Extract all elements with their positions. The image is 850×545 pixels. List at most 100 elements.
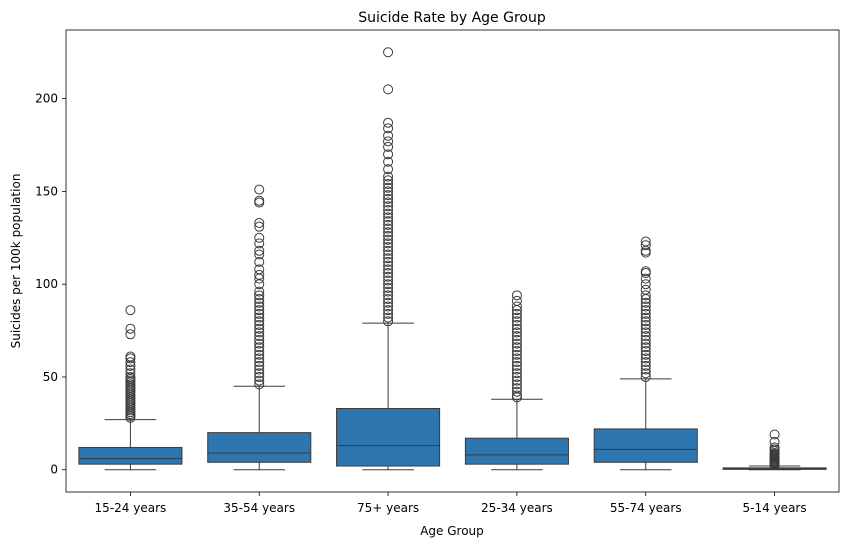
outlier-point bbox=[640, 368, 651, 379]
outlier-point bbox=[640, 349, 651, 360]
outlier-point bbox=[511, 308, 522, 319]
outlier-point bbox=[511, 360, 522, 371]
outlier-point bbox=[640, 279, 651, 290]
outlier-point bbox=[640, 284, 651, 295]
outlier-point bbox=[383, 190, 394, 201]
outlier-point bbox=[383, 275, 394, 286]
outlier-point bbox=[254, 379, 265, 390]
outlier-point bbox=[383, 182, 394, 193]
outlier-point bbox=[254, 331, 265, 342]
outlier-point bbox=[383, 117, 394, 128]
outlier-point bbox=[640, 312, 651, 323]
outlier-point bbox=[383, 179, 394, 189]
outlier-point bbox=[640, 301, 651, 312]
outlier-point bbox=[511, 349, 522, 360]
y-tick-label: 0 bbox=[50, 463, 58, 477]
boxes-layer bbox=[78, 47, 827, 471]
x-tick-label: 25-34 years bbox=[481, 501, 553, 515]
outlier-point bbox=[383, 256, 394, 267]
outlier-point bbox=[640, 327, 651, 338]
outlier-point bbox=[383, 156, 394, 167]
outlier-point bbox=[640, 345, 651, 356]
outlier-point bbox=[511, 331, 522, 342]
outlier-point bbox=[383, 193, 394, 204]
box-group bbox=[336, 47, 441, 471]
outlier-point bbox=[254, 232, 265, 243]
outlier-point bbox=[254, 297, 265, 308]
outlier-point bbox=[254, 349, 265, 360]
outlier-point bbox=[383, 84, 394, 95]
outlier-point bbox=[640, 364, 651, 375]
y-axis-label: Suicides per 100k population bbox=[9, 174, 23, 349]
outlier-point bbox=[254, 320, 265, 331]
outlier-point bbox=[254, 217, 265, 228]
outlier-point bbox=[383, 186, 394, 197]
outlier-point bbox=[383, 171, 394, 182]
outlier-point bbox=[383, 290, 394, 301]
outlier-point bbox=[640, 320, 651, 331]
outlier-point bbox=[640, 297, 651, 308]
outlier-point bbox=[254, 342, 265, 353]
outlier-point bbox=[640, 245, 651, 256]
outlier-point bbox=[383, 149, 394, 160]
outlier-point bbox=[383, 212, 394, 223]
outlier-point bbox=[383, 308, 394, 319]
outlier-point bbox=[511, 390, 522, 401]
outlier-point bbox=[511, 342, 522, 353]
outlier-point bbox=[254, 312, 265, 323]
outlier-point bbox=[383, 230, 394, 241]
outlier-point bbox=[511, 295, 522, 306]
outlier-point bbox=[254, 334, 265, 345]
outlier-point bbox=[383, 286, 394, 297]
box-iqr bbox=[207, 432, 312, 463]
outlier-point bbox=[254, 195, 265, 206]
outlier-point bbox=[511, 327, 522, 338]
outlier-point bbox=[511, 316, 522, 327]
outlier-point bbox=[383, 227, 394, 238]
y-tick-label: 50 bbox=[43, 370, 58, 384]
outlier-point bbox=[640, 323, 651, 334]
outlier-point bbox=[511, 386, 522, 397]
outlier-point bbox=[254, 308, 265, 319]
outlier-point bbox=[125, 323, 136, 334]
outlier-point bbox=[383, 123, 394, 134]
x-tick-label: 35-54 years bbox=[223, 501, 295, 515]
box-iqr bbox=[593, 428, 698, 463]
outlier-point bbox=[383, 242, 394, 253]
outlier-point bbox=[125, 371, 136, 382]
box-group bbox=[464, 290, 569, 471]
outlier-point bbox=[640, 240, 651, 251]
outlier-point bbox=[511, 320, 522, 331]
outlier-point bbox=[640, 236, 651, 247]
chart-title: Suicide Rate by Age Group bbox=[358, 10, 546, 26]
outlier-point bbox=[383, 234, 394, 245]
outlier-point bbox=[125, 357, 136, 368]
outlier-point bbox=[640, 360, 651, 371]
outlier-point bbox=[383, 141, 394, 152]
outlier-point bbox=[640, 331, 651, 342]
outlier-point bbox=[383, 238, 394, 249]
outlier-point bbox=[383, 271, 394, 282]
outlier-point bbox=[254, 323, 265, 334]
outlier-point bbox=[511, 383, 522, 394]
outlier-point bbox=[511, 364, 522, 375]
outlier-point bbox=[383, 294, 394, 305]
outlier-point bbox=[640, 266, 651, 277]
outlier-point bbox=[769, 429, 780, 440]
outlier-point bbox=[383, 312, 394, 323]
outlier-point bbox=[383, 316, 394, 327]
outlier-point bbox=[254, 264, 265, 275]
box-group bbox=[722, 429, 827, 471]
x-tick-label: 75+ years bbox=[357, 501, 419, 515]
outlier-point bbox=[640, 342, 651, 353]
outlier-point bbox=[511, 353, 522, 364]
outlier-point bbox=[254, 353, 265, 364]
box-group bbox=[207, 184, 312, 471]
outlier-point bbox=[254, 197, 265, 208]
outlier-point bbox=[511, 371, 522, 382]
outlier-point bbox=[511, 334, 522, 345]
outlier-point bbox=[640, 308, 651, 319]
box-group bbox=[593, 236, 698, 471]
outlier-point bbox=[383, 264, 394, 275]
